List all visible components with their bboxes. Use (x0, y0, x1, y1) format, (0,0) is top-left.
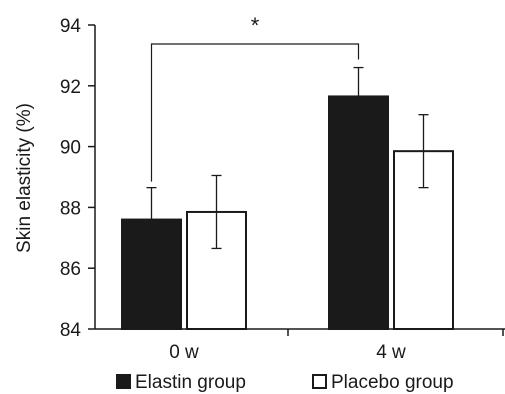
error-bars-group (146, 66, 429, 253)
y-tick-label: 94 (60, 16, 82, 37)
legend-label: Placebo group (331, 372, 454, 393)
bars-group (121, 95, 454, 331)
axes-group (94, 25, 505, 330)
y-tick-label: 92 (60, 77, 81, 98)
y-tick-label: 86 (60, 259, 81, 280)
significance-bracket (150, 43, 360, 182)
legend: Elastin group Placebo group (116, 372, 454, 393)
y-tick-label: 88 (60, 198, 81, 219)
x-tick-label: 4 w (376, 342, 406, 363)
y-ticks-group: 84 86 88 90 92 94 (60, 16, 95, 341)
significance-group: * (150, 13, 360, 182)
legend-swatch (312, 374, 327, 389)
bar (328, 95, 389, 330)
x-tick-label: 0 w (169, 342, 199, 363)
legend-label: Elastin group (135, 372, 246, 393)
legend-swatch (116, 374, 131, 389)
y-tick-label: 84 (60, 320, 82, 341)
y-tick-label: 90 (60, 138, 81, 159)
x-ticks-group: 0 w 4 w (169, 329, 504, 363)
y-axis-title: Skin elasticity (%) (14, 103, 35, 253)
significance-label: * (251, 13, 260, 38)
